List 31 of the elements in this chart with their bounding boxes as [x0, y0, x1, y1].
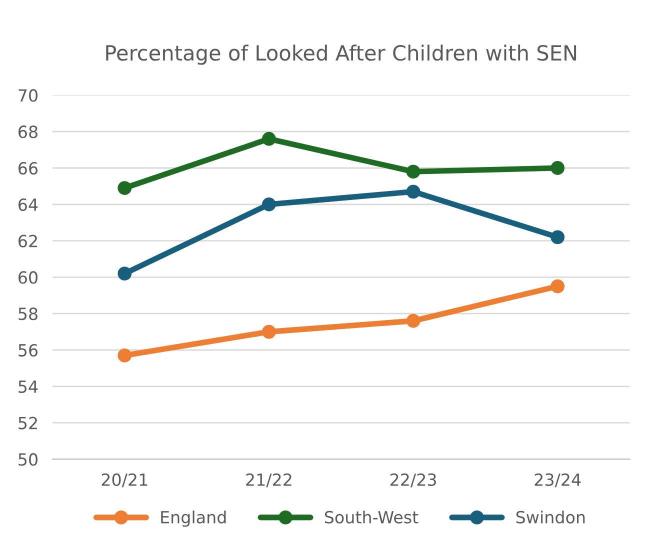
- y-tick-label: 66: [18, 162, 38, 175]
- x-tick-label: 23/24: [534, 473, 581, 488]
- point: [262, 324, 276, 339]
- y-tick-label: 64: [18, 198, 38, 211]
- legend-label: South-West: [324, 510, 418, 524]
- point: [406, 164, 420, 179]
- x-tick-label: 21/22: [246, 473, 292, 488]
- point: [262, 197, 276, 212]
- point: [550, 161, 565, 175]
- point: [550, 279, 565, 294]
- y-tick-label: 54: [18, 380, 38, 393]
- y-tick-label: 58: [18, 308, 38, 320]
- point: [118, 348, 132, 362]
- legend-label: England: [161, 510, 226, 527]
- y-tick-label: 56: [18, 344, 38, 357]
- point: [406, 184, 420, 199]
- y-tick-label: 68: [18, 126, 38, 138]
- point: [118, 266, 132, 281]
- y-tick-label: 62: [18, 234, 37, 248]
- point: [262, 132, 276, 146]
- point: [406, 314, 420, 328]
- y-tick-label: 70: [18, 89, 38, 102]
- y-tick-label: 50: [18, 453, 38, 466]
- x-tick-label: 20/21: [102, 473, 148, 488]
- point: [550, 230, 565, 244]
- chart-title: Percentage of Looked After Children with SEN: [106, 44, 576, 65]
- y-tick-label: 60: [18, 271, 38, 284]
- x-tick-label: 22/23: [390, 473, 436, 488]
- legend-label: Swindon: [516, 510, 585, 524]
- y-tick-label: 52: [18, 416, 37, 430]
- point: [118, 181, 132, 195]
